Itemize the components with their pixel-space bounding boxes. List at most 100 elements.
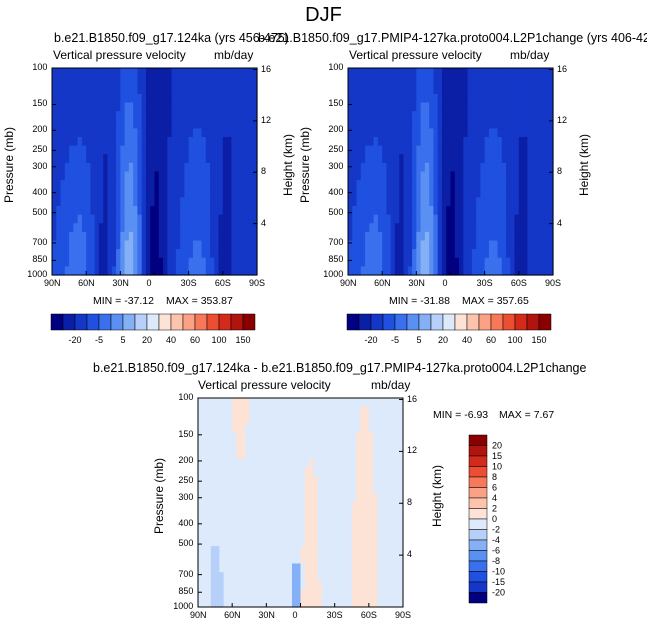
field-cell: [240, 415, 246, 425]
field-cell: [523, 231, 528, 242]
field-cell: [279, 415, 285, 425]
y-tick-label: 150: [178, 428, 194, 439]
field-cell: [463, 180, 469, 190]
field-cell: [244, 68, 250, 78]
field-cell: [424, 214, 430, 224]
field-cell: [64, 128, 70, 138]
field-cell: [506, 154, 511, 164]
field-cell: [338, 493, 344, 504]
field-cell: [321, 406, 327, 417]
field-cell: [257, 441, 263, 451]
field-cell: [351, 580, 357, 591]
field-cell: [214, 145, 220, 155]
field-cell: [450, 257, 456, 267]
field-cell: [133, 154, 139, 164]
field-cell: [531, 145, 537, 155]
field-cell: [98, 249, 104, 259]
field-cell: [116, 231, 121, 242]
field-cell: [313, 467, 319, 477]
field-cell: [356, 188, 362, 198]
field-cell: [544, 266, 550, 276]
field-cell: [399, 76, 405, 86]
field-cell: [304, 485, 310, 495]
field-cell: [317, 441, 323, 451]
field-cell: [279, 450, 285, 460]
field-cell: [369, 162, 375, 173]
field-cell: [69, 206, 74, 216]
field-cell: [390, 563, 396, 573]
field-cell: [518, 240, 524, 250]
field-cell: [192, 93, 198, 104]
field-cell: [424, 188, 430, 198]
field-cell: [111, 197, 117, 207]
field-cell: [141, 206, 147, 216]
field-cell: [287, 458, 293, 469]
field-cell: [266, 546, 272, 556]
field-cell: [510, 231, 516, 242]
field-cell: [128, 128, 134, 138]
field-cell: [239, 223, 245, 233]
colorbar-box: [468, 434, 488, 446]
field-cell: [184, 188, 190, 198]
field-cell: [399, 188, 405, 198]
colorbar-label: -6: [492, 546, 500, 556]
field-cell: [403, 145, 409, 155]
field-cell: [222, 102, 228, 112]
field-cell: [52, 119, 57, 129]
field-cell: [377, 154, 383, 164]
field-cell: [399, 171, 405, 181]
field-cell: [145, 257, 151, 267]
field-cell: [510, 93, 516, 104]
field-cell: [394, 111, 400, 121]
field-cell: [373, 154, 379, 164]
field-cell: [394, 476, 400, 486]
field-cell: [394, 188, 400, 198]
field-cell: [141, 197, 147, 207]
field-cell: [215, 572, 220, 582]
field-cell: [103, 206, 109, 216]
field-cell: [257, 589, 263, 599]
field-cell: [351, 537, 357, 547]
field-cell: [390, 432, 396, 443]
field-cell: [433, 119, 439, 129]
field-cell: [257, 580, 263, 591]
field-cell: [279, 580, 285, 591]
field-cell: [321, 476, 327, 486]
field-cell: [52, 214, 57, 224]
field-cell: [330, 546, 336, 556]
field-cell: [377, 458, 383, 469]
field-cell: [120, 76, 126, 86]
field-cell: [304, 572, 310, 582]
field-cell: [373, 137, 379, 147]
field-cell: [420, 257, 426, 267]
field-cell: [107, 85, 113, 95]
field-cell: [266, 398, 272, 408]
field-cell: [390, 546, 396, 556]
field-cell: [184, 171, 190, 181]
field-cell: [77, 154, 83, 164]
field-cell: [360, 180, 366, 190]
field-cell: [86, 206, 92, 216]
field-cell: [218, 154, 224, 164]
field-cell: [287, 563, 293, 573]
field-cell: [214, 154, 220, 164]
field-cell: [244, 128, 250, 138]
y-right-tick-label: 4: [407, 549, 413, 560]
field-cell: [137, 188, 143, 198]
field-cell: [450, 119, 456, 129]
field-cell: [385, 432, 391, 443]
field-cell: [377, 554, 383, 565]
field-cell: [283, 528, 289, 538]
field-cell: [124, 76, 130, 86]
field-cell: [394, 223, 400, 233]
field-cell: [360, 398, 366, 408]
field-cell: [424, 137, 430, 147]
field-cell: [394, 162, 400, 173]
field-cell: [239, 231, 245, 242]
field-cell: [210, 249, 215, 259]
field-cell: [222, 111, 228, 121]
field-cell: [348, 111, 353, 121]
field-cell: [348, 93, 353, 104]
field-cell: [145, 223, 151, 233]
field-cell: [184, 206, 190, 216]
